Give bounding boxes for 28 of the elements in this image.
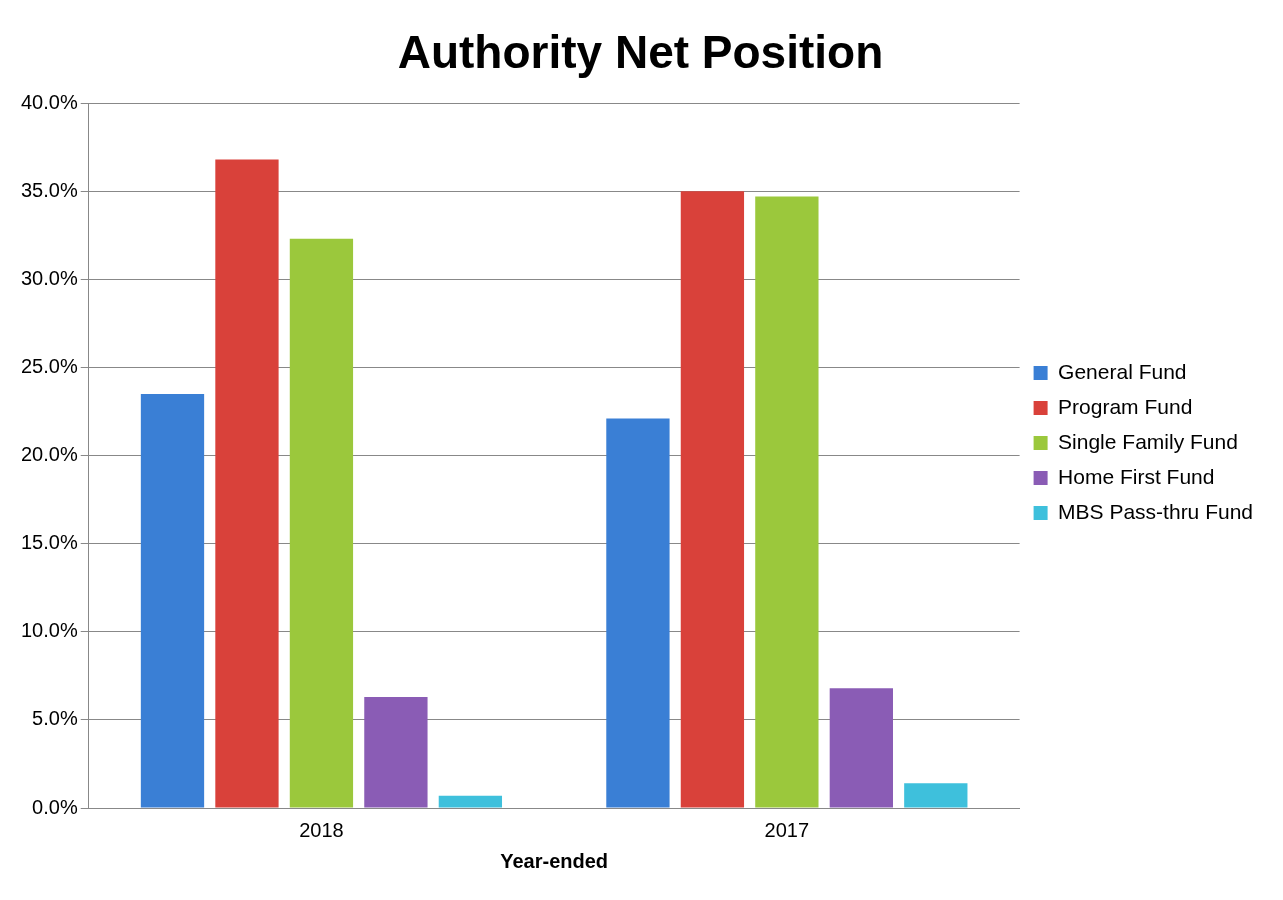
y-tick-label: 30.0% — [20, 266, 78, 289]
bar — [606, 418, 670, 808]
bar — [364, 696, 428, 808]
x-axis-title: Year-ended — [500, 849, 609, 872]
bar — [140, 393, 205, 808]
bar — [755, 196, 819, 808]
bar — [904, 783, 968, 808]
y-tick-label: 40.0% — [20, 90, 78, 113]
x-tick-label: 2017 — [764, 818, 810, 841]
bar — [680, 191, 745, 808]
chart-title: Authority Net Position — [397, 26, 884, 79]
bar — [438, 795, 503, 808]
legend-label: Single Family Fund — [1058, 429, 1238, 453]
y-tick-label: 5.0% — [32, 707, 78, 730]
y-tick-label: 0.0% — [32, 795, 78, 818]
legend-label: MBS Pass-thru Fund — [1058, 499, 1253, 523]
bar — [289, 238, 354, 808]
bar — [829, 688, 893, 808]
y-tick-label: 15.0% — [20, 531, 78, 554]
legend-label: Program Fund — [1058, 394, 1193, 418]
y-tick-label: 25.0% — [20, 355, 78, 378]
bar — [215, 159, 279, 808]
y-tick-label: 20.0% — [20, 443, 78, 466]
y-tick-label: 10.0% — [20, 619, 78, 642]
x-tick-label: 2018 — [299, 818, 344, 841]
legend-label: Home First Fund — [1058, 464, 1215, 488]
legend-label: General Fund — [1058, 359, 1187, 383]
y-tick-label: 35.0% — [20, 178, 78, 201]
